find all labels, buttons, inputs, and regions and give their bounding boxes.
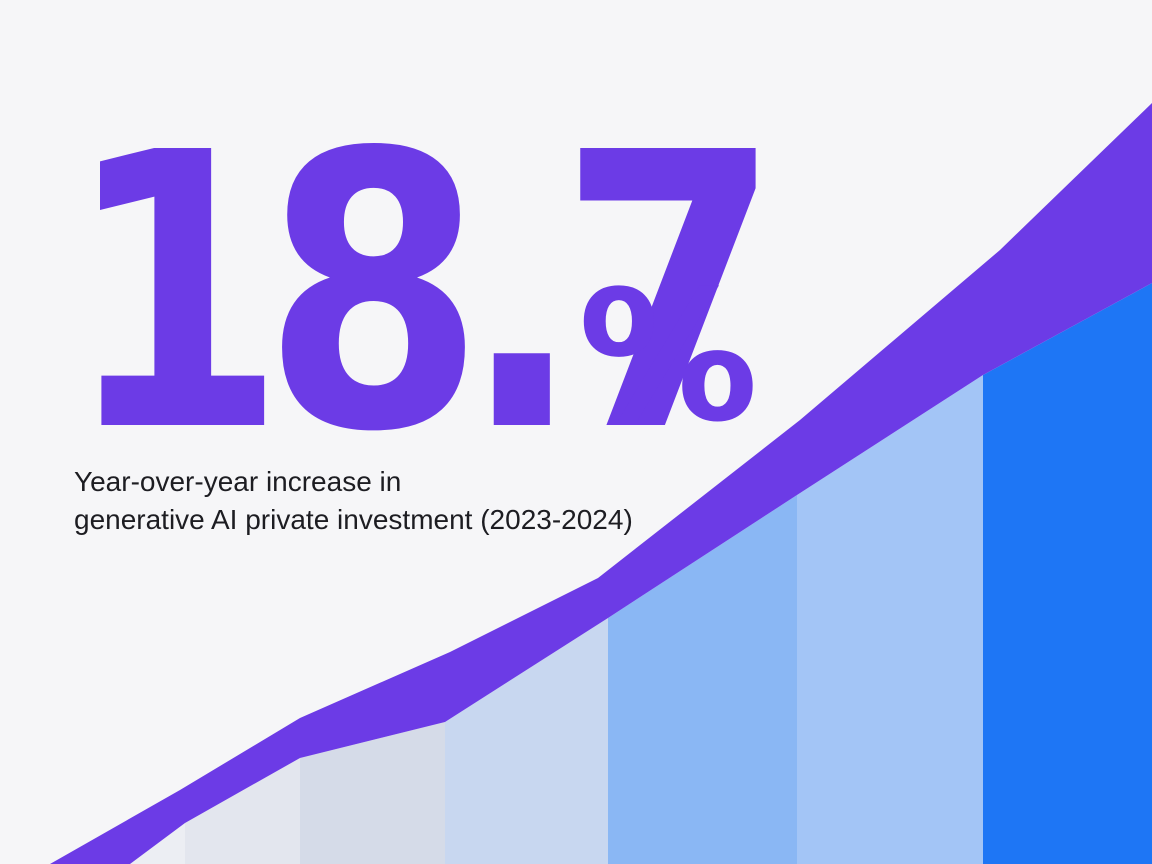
bar-4 bbox=[445, 618, 608, 864]
percent-symbol: % bbox=[578, 253, 759, 462]
headline-stat: 18.7 % bbox=[64, 104, 890, 484]
bar-6 bbox=[797, 375, 983, 864]
caption-line-2: generative AI private investment (2023-2… bbox=[74, 504, 633, 535]
stat-caption: Year-over-year increase in generative AI… bbox=[74, 463, 633, 539]
bar-3 bbox=[300, 722, 445, 864]
bar-2 bbox=[185, 758, 300, 864]
bar-7 bbox=[983, 283, 1152, 864]
stat-number: 18.7 bbox=[64, 72, 781, 515]
caption-line-1: Year-over-year increase in bbox=[74, 466, 402, 497]
